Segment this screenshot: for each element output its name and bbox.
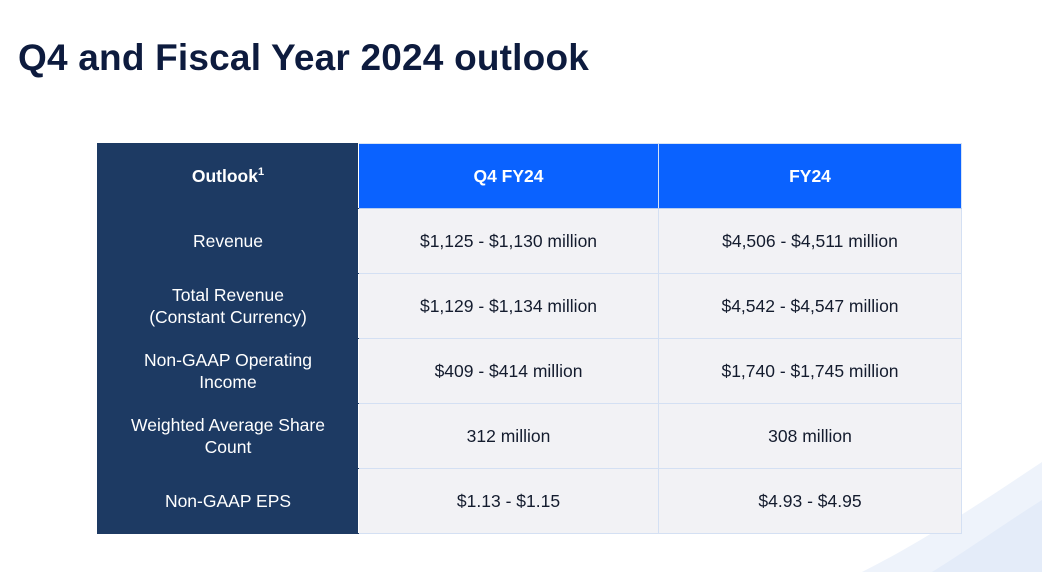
fy-value: $4,506 - $4,511 million <box>658 208 962 274</box>
row-label: Revenue <box>97 208 359 274</box>
row-label: Total Revenue (Constant Currency) <box>97 273 359 339</box>
q4-value: $1.13 - $1.15 <box>358 468 659 534</box>
table-row-revenue: Revenue $1,125 - $1,130 million $4,506 -… <box>97 208 962 274</box>
header-outlook-label: Outlook <box>191 166 258 186</box>
q4-value: $409 - $414 million <box>358 338 659 404</box>
fy-value: $4.93 - $4.95 <box>658 468 962 534</box>
q4-value: $1,129 - $1,134 million <box>358 273 659 339</box>
row-label-line: Income <box>199 372 257 392</box>
table-row-weighted-average-share-count: Weighted Average Share Count 312 million… <box>97 403 962 469</box>
row-label: Weighted Average Share Count <box>97 403 359 469</box>
table-header-row: Outlook1 Q4 FY24 FY24 <box>97 143 962 209</box>
fy-value: 308 million <box>658 403 962 469</box>
row-label-line: (Constant Currency) <box>149 307 307 327</box>
row-label-line: Weighted Average Share <box>131 415 325 435</box>
row-label-line: Revenue <box>192 231 264 251</box>
fy-value: $1,740 - $1,745 million <box>658 338 962 404</box>
header-fy24: FY24 <box>658 143 962 209</box>
row-label-line: Total Revenue <box>172 285 284 305</box>
row-label: Non-GAAP Operating Income <box>97 338 359 404</box>
table-row-non-gaap-operating-income: Non-GAAP Operating Income $409 - $414 mi… <box>97 338 962 404</box>
row-label: Non-GAAP EPS <box>97 468 359 534</box>
header-q4-fy24: Q4 FY24 <box>358 143 659 209</box>
row-label-line: Non-GAAP Operating <box>144 350 312 370</box>
table-row-non-gaap-eps: Non-GAAP EPS $1.13 - $1.15 $4.93 - $4.95 <box>97 468 962 534</box>
outlook-table: Outlook1 Q4 FY24 FY24 Revenue $1,125 - $… <box>97 143 962 534</box>
q4-value: $1,125 - $1,130 million <box>358 208 659 274</box>
q4-value: 312 million <box>358 403 659 469</box>
row-label-line: Count <box>204 437 252 457</box>
row-label-line: Non-GAAP EPS <box>164 491 292 511</box>
header-outlook: Outlook1 <box>97 143 359 209</box>
fy-value: $4,542 - $4,547 million <box>658 273 962 339</box>
footnote-marker: 1 <box>257 166 265 179</box>
page-title: Q4 and Fiscal Year 2024 outlook <box>18 37 590 78</box>
table-row-total-revenue-cc: Total Revenue (Constant Currency) $1,129… <box>97 273 962 339</box>
